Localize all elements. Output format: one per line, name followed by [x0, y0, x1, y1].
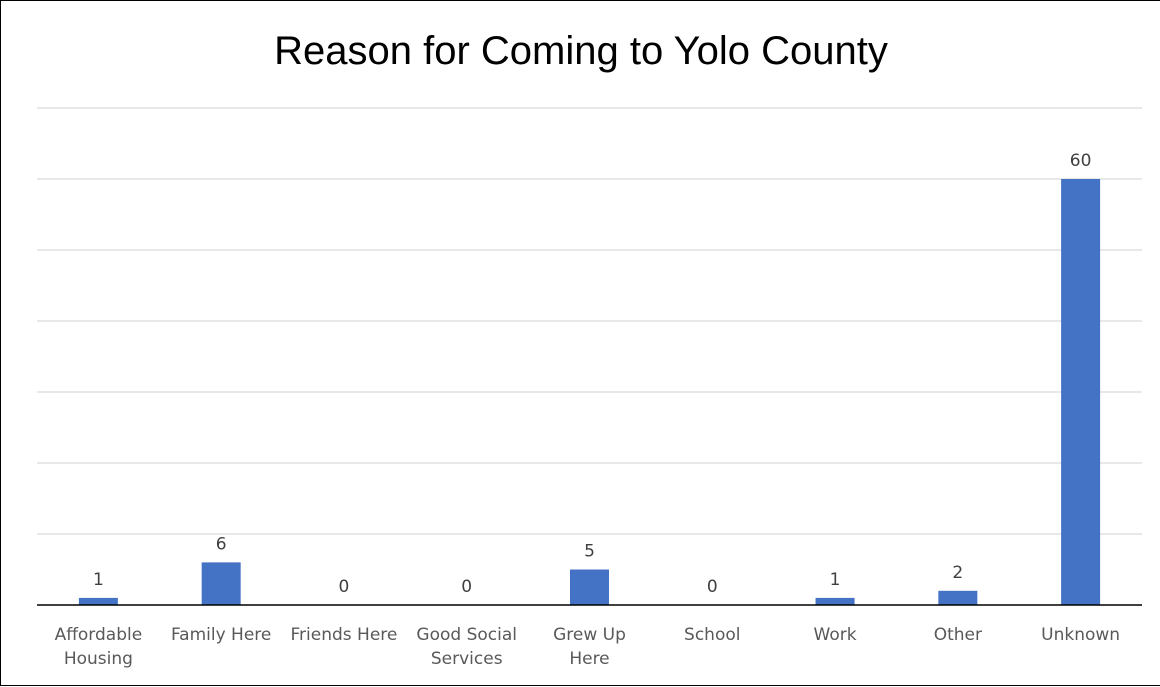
bar: [938, 590, 978, 605]
bar: [78, 597, 118, 605]
data-label: 60: [1070, 151, 1092, 171]
data-label: 6: [216, 534, 227, 554]
bar: [570, 569, 609, 605]
x-tick-label: Unknown: [1041, 625, 1120, 645]
bar: [1061, 179, 1101, 605]
x-tick-label: Good Social Services: [416, 625, 517, 669]
data-label: 0: [707, 577, 718, 597]
data-label: 2: [952, 563, 963, 583]
chart-title: Reason for Coming to Yolo County: [274, 29, 888, 73]
x-tick-label: Grew Up Here: [553, 625, 626, 669]
bar: [815, 597, 855, 605]
x-tick-label: Friends Here: [291, 625, 398, 645]
x-tick-label: Other: [934, 625, 982, 645]
x-tick-label: School: [684, 625, 740, 645]
bar: [201, 562, 241, 605]
x-tick-label: Family Here: [171, 625, 271, 645]
data-label: 0: [339, 577, 350, 597]
x-tick-label: Work: [814, 625, 857, 645]
data-label: 0: [461, 577, 472, 597]
x-tick-label: Affordable Housing: [55, 625, 143, 669]
data-label: 1: [93, 570, 104, 590]
data-label: 1: [830, 570, 841, 590]
data-label: 5: [584, 542, 595, 562]
